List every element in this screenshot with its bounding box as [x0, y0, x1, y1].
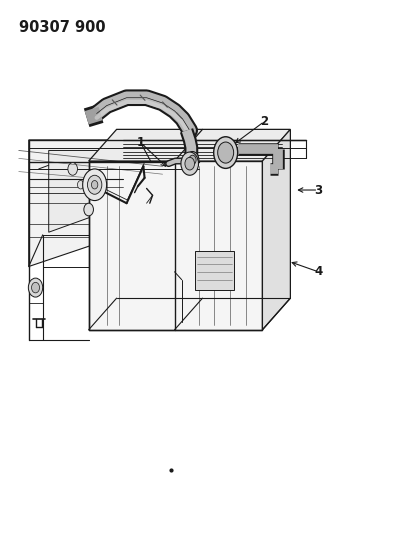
Text: 3: 3 — [314, 183, 322, 197]
Circle shape — [186, 151, 199, 168]
Text: 2: 2 — [260, 115, 269, 128]
Polygon shape — [262, 130, 290, 330]
Polygon shape — [89, 130, 290, 161]
Circle shape — [214, 137, 238, 168]
Circle shape — [32, 282, 40, 293]
Text: 1: 1 — [136, 136, 145, 149]
Circle shape — [181, 152, 198, 175]
FancyBboxPatch shape — [194, 251, 234, 290]
Circle shape — [217, 142, 234, 163]
Polygon shape — [89, 161, 262, 330]
Circle shape — [83, 169, 107, 200]
Circle shape — [68, 163, 77, 175]
Circle shape — [77, 181, 84, 189]
Circle shape — [95, 188, 102, 197]
Circle shape — [84, 203, 94, 216]
Circle shape — [92, 181, 98, 189]
Circle shape — [28, 278, 43, 297]
Polygon shape — [29, 140, 123, 266]
Circle shape — [87, 175, 102, 194]
Text: 4: 4 — [314, 265, 322, 278]
Circle shape — [189, 155, 196, 165]
Text: 90307 900: 90307 900 — [19, 20, 105, 35]
Polygon shape — [49, 150, 115, 232]
Circle shape — [185, 157, 194, 170]
